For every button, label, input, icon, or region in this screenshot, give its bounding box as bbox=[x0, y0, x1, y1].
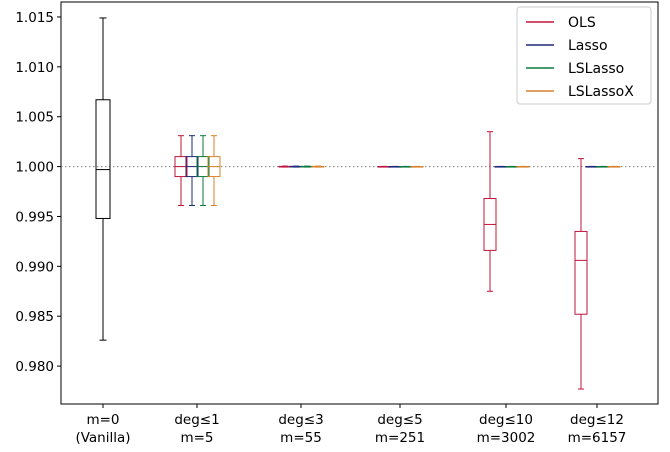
legend-entry-lasso: Lasso bbox=[526, 38, 608, 54]
box-lasso-group-5 bbox=[585, 165, 599, 168]
box-lslasso-group-3 bbox=[399, 165, 413, 168]
box-lasso-group-3 bbox=[388, 165, 402, 168]
x-tick-label-line1: deg≤3 bbox=[278, 412, 323, 428]
x-tick-label-line1: deg≤5 bbox=[377, 412, 422, 428]
x-tick-label-line2: m=55 bbox=[280, 430, 322, 446]
box-lslassox-group-2 bbox=[311, 165, 325, 168]
legend-entry-lslasso: LSLasso bbox=[526, 61, 624, 77]
x-axis: m=0 (Vanilla) deg≤1 m=5 deg≤3 m=55 deg≤5 m=251 d… bbox=[75, 404, 626, 446]
box-lasso-group-2 bbox=[289, 165, 303, 168]
plot-area-frame bbox=[60, 1, 659, 405]
legend-label: OLS bbox=[568, 15, 596, 31]
y-tick-label: 1.005 bbox=[15, 110, 54, 126]
x-tick-label-line1: deg≤10 bbox=[479, 412, 533, 428]
box-ols-group-5 bbox=[574, 158, 588, 390]
box-lslassox-group-3 bbox=[410, 165, 424, 168]
y-tick-label: 0.985 bbox=[15, 309, 54, 325]
box-lslassox-group-5 bbox=[607, 165, 621, 168]
x-tick-label-line1: deg≤12 bbox=[570, 412, 624, 428]
y-tick-label: 0.995 bbox=[15, 209, 54, 225]
x-tick-label-line2: m=5 bbox=[180, 430, 213, 446]
x-tick-label-line1: m=0 bbox=[86, 412, 119, 428]
box-lslasso-group-4 bbox=[505, 165, 519, 168]
legend-label: LSLasso bbox=[568, 61, 624, 77]
boxes-layer bbox=[95, 17, 621, 390]
y-axis: 1.015 1.010 1.005 1.000 0.995 0.990 0.985 0.980 bbox=[15, 10, 61, 375]
legend-frame bbox=[516, 6, 652, 105]
box-lslasso-group-1 bbox=[196, 135, 210, 206]
box-ols-group-3 bbox=[377, 165, 391, 168]
box-lslasso-group-2 bbox=[300, 165, 314, 168]
box-ols-group-4 bbox=[483, 131, 497, 292]
y-tick-label: 0.980 bbox=[15, 359, 54, 375]
legend-entry-ols: OLS bbox=[526, 15, 596, 31]
x-tick-label-line2: (Vanilla) bbox=[75, 430, 130, 446]
box-lslassox-group-4 bbox=[516, 165, 530, 168]
x-tick-label-line2: m=3002 bbox=[477, 430, 536, 446]
legend-label: Lasso bbox=[568, 38, 608, 54]
box-lslasso-group-5 bbox=[596, 165, 610, 168]
legend-entry-lslassox: LSLassoX bbox=[526, 84, 634, 100]
box-ols-group-2 bbox=[278, 165, 292, 168]
x-tick-label-line2: m=251 bbox=[375, 430, 425, 446]
legend: OLS Lasso LSLasso LSLassoX bbox=[516, 6, 652, 105]
y-tick-label: 1.015 bbox=[15, 10, 54, 26]
box-ols-group-1 bbox=[174, 135, 188, 206]
y-tick-label: 0.990 bbox=[15, 259, 54, 275]
legend-label: LSLassoX bbox=[568, 84, 634, 100]
y-tick-label: 1.010 bbox=[15, 60, 54, 76]
y-tick-label: 1.000 bbox=[15, 160, 54, 176]
x-tick-label-line2: m=6157 bbox=[568, 430, 627, 446]
x-tick-label-line1: deg≤1 bbox=[174, 412, 219, 428]
box-iqr bbox=[574, 230, 588, 315]
box-iqr bbox=[95, 99, 111, 219]
box-lslassox-group-1 bbox=[207, 135, 221, 206]
box-lasso-group-4 bbox=[494, 165, 508, 168]
box-vanilla bbox=[95, 17, 111, 341]
box-lasso-group-1 bbox=[185, 135, 199, 206]
